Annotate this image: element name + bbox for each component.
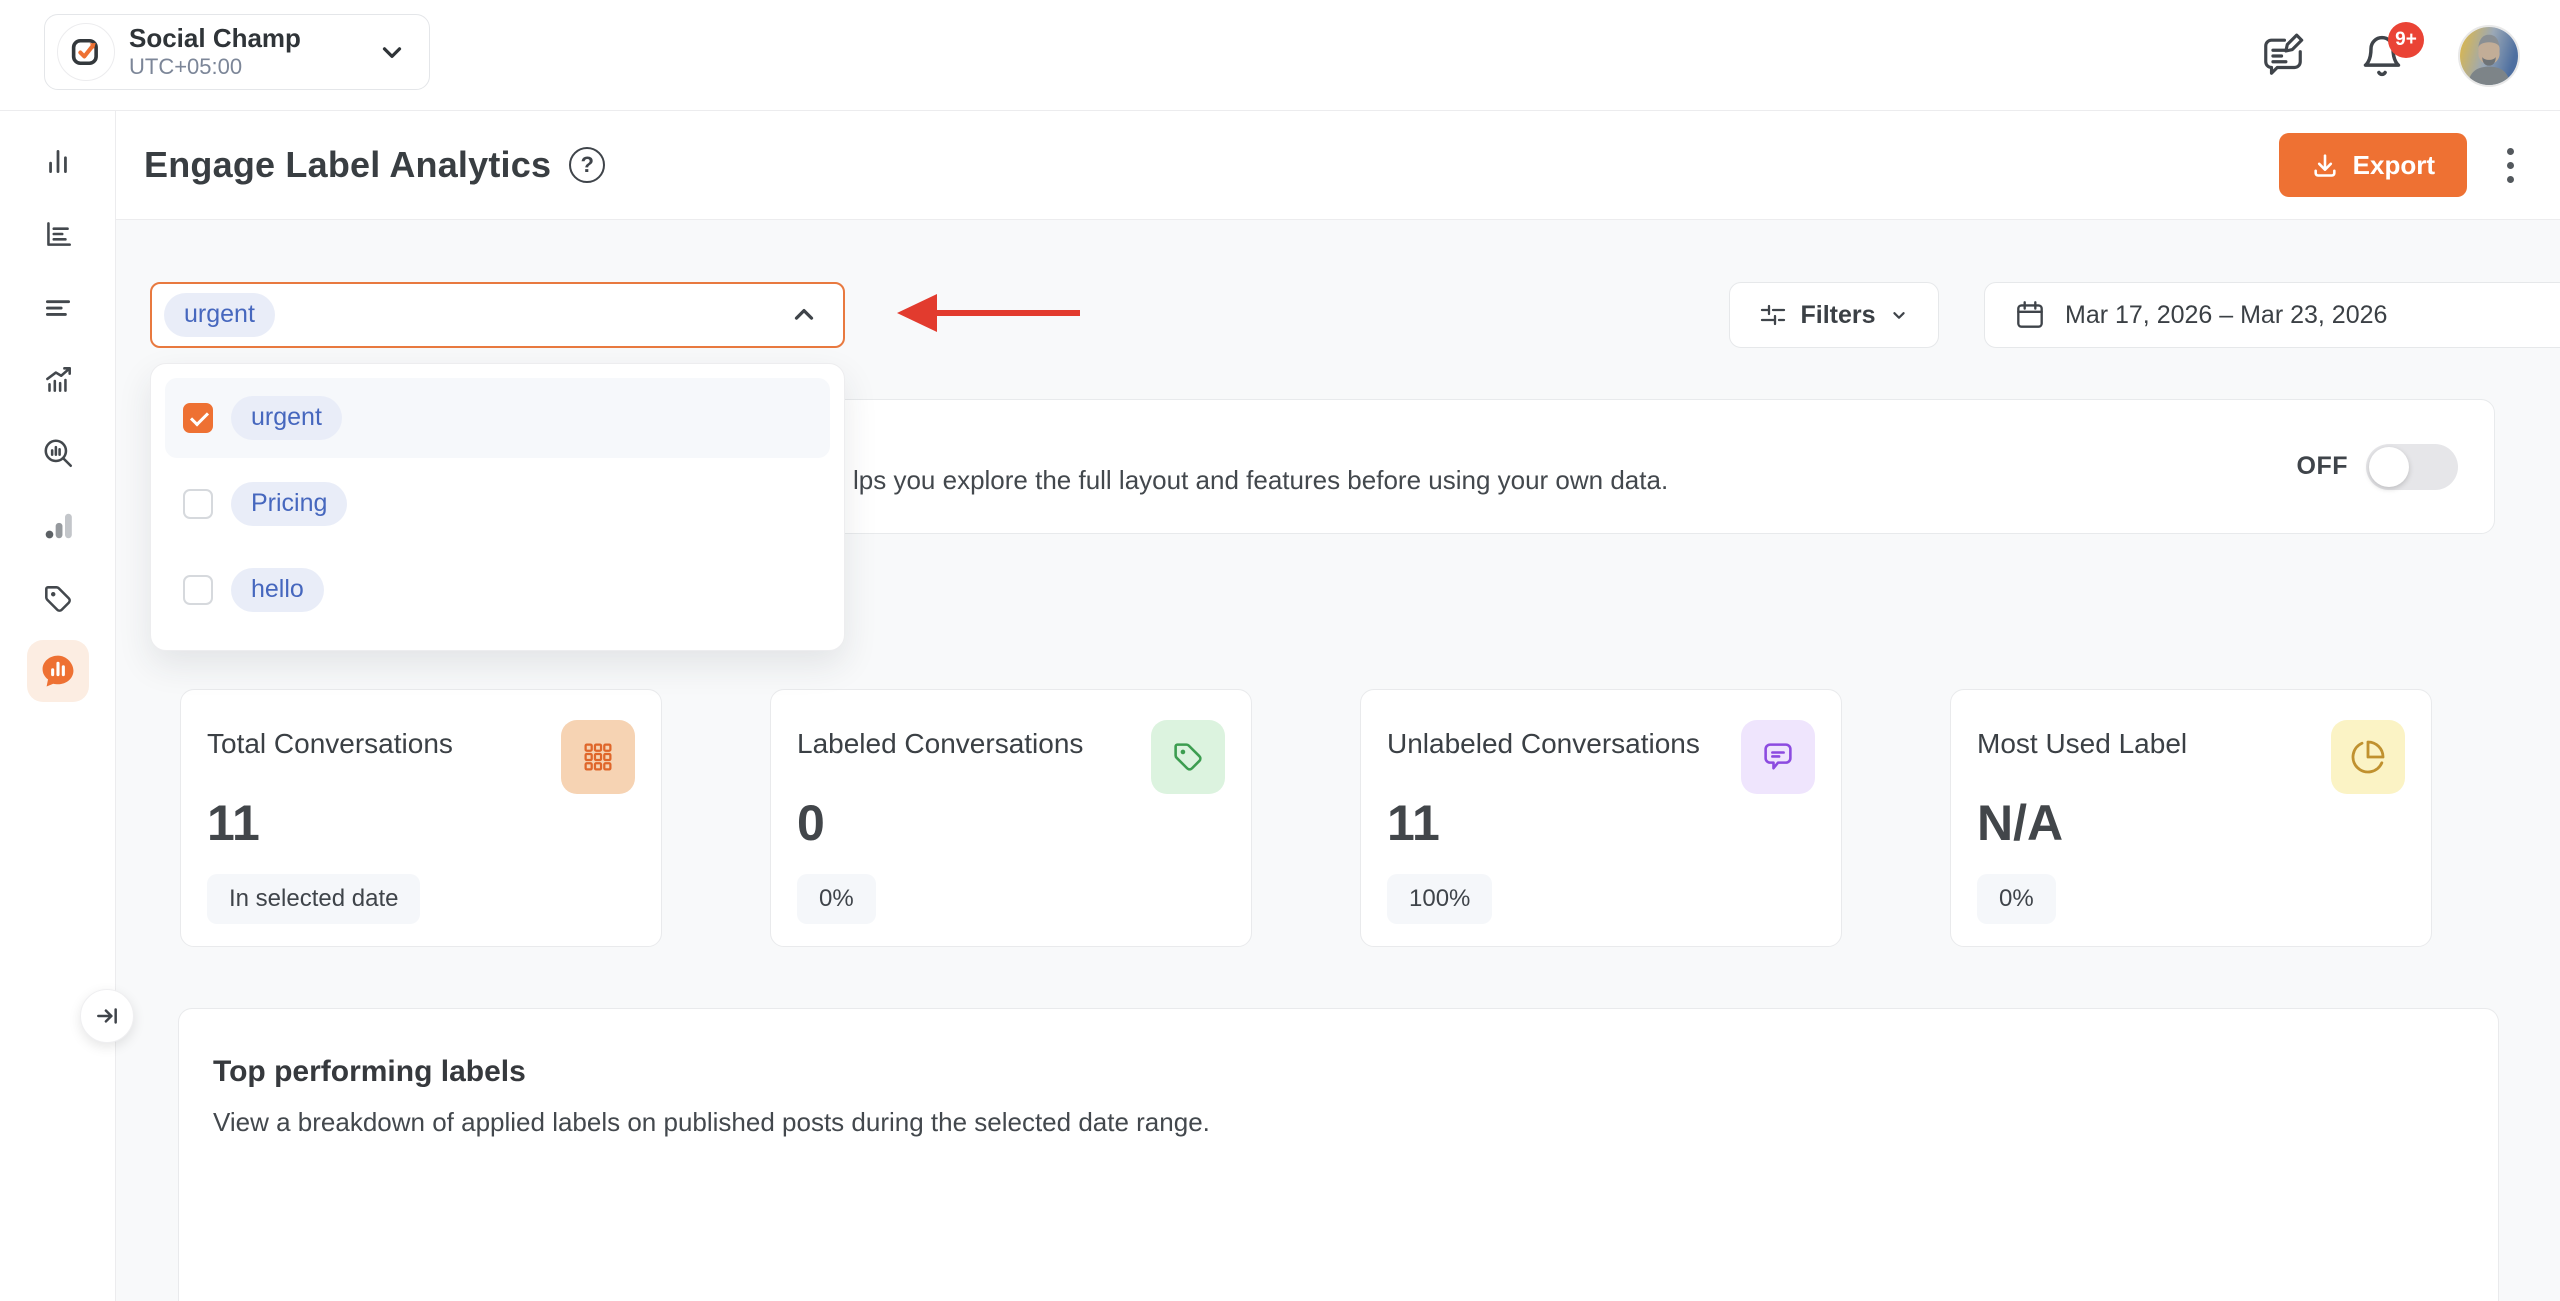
stat-card-unlabeled-conversations: Unlabeled Conversations 11 100% xyxy=(1360,689,1842,947)
workspace-timezone: UTC+05:00 xyxy=(129,53,243,79)
topbar: Social Champ UTC+05:00 9+ xyxy=(0,0,2560,111)
stat-card-labeled-conversations: Labeled Conversations 0 0% xyxy=(770,689,1252,947)
stat-title: Unlabeled Conversations xyxy=(1387,728,1700,759)
workspace-selector[interactable]: Social Champ UTC+05:00 xyxy=(44,14,430,90)
sidebar-item-overview-bar-chart-icon[interactable] xyxy=(41,144,75,178)
export-button[interactable]: Export xyxy=(2278,133,2467,197)
stat-value: 0 xyxy=(797,795,825,851)
sidebar-item-engage-analytics-active[interactable] xyxy=(26,640,89,702)
topbar-actions: 9+ xyxy=(2260,0,2520,111)
sidebar-item-google-analytics-icon[interactable] xyxy=(41,509,75,543)
section-description: View a breakdown of applied labels on pu… xyxy=(213,1107,1210,1137)
sidebar-item-trend-icon[interactable] xyxy=(41,363,75,397)
stat-badge: 100% xyxy=(1387,874,1493,924)
stat-card-most-used-label: Most Used Label N/A 0% xyxy=(1950,689,2432,947)
chevron-down-icon xyxy=(377,37,407,67)
chevron-up-icon xyxy=(789,300,819,330)
sliders-icon xyxy=(1761,304,1786,326)
top-performing-labels-card: Top performing labels View a breakdown o… xyxy=(178,1008,2499,1301)
annotation-arrow-icon xyxy=(897,294,1080,332)
stats-row: Total Conversations 11 In selected date … xyxy=(180,689,2432,947)
notification-badge: 9+ xyxy=(2388,21,2424,58)
label-dropdown-menu: urgent Pricing hello xyxy=(150,363,845,651)
stat-badge: 0% xyxy=(1977,874,2056,924)
chat-bubble-icon xyxy=(1741,720,1815,794)
label-option-hello[interactable]: hello xyxy=(165,550,830,630)
stat-badge: 0% xyxy=(797,874,876,924)
page-header: Engage Label Analytics ? Export xyxy=(116,111,2560,220)
label-chip: Pricing xyxy=(231,482,348,526)
kebab-menu-icon[interactable] xyxy=(2501,142,2520,189)
stat-value: 11 xyxy=(1387,795,1440,851)
sidebar-expand-icon[interactable] xyxy=(80,989,134,1043)
checkbox-checked-icon[interactable] xyxy=(183,403,213,433)
date-range-label: Mar 17, 2026 – Mar 23, 2026 xyxy=(2065,300,2388,329)
page-title: Engage Label Analytics xyxy=(144,144,552,185)
toggle-off-label: OFF xyxy=(2296,452,2348,480)
tag-icon xyxy=(1151,720,1225,794)
workspace-name: Social Champ xyxy=(129,22,301,53)
compose-message-icon[interactable] xyxy=(2260,33,2306,79)
checkbox-unchecked-icon[interactable] xyxy=(183,575,213,605)
sidebar-item-chart-axis-icon[interactable] xyxy=(41,217,75,251)
stat-title: Most Used Label xyxy=(1977,728,2188,759)
section-title: Top performing labels xyxy=(213,1055,526,1088)
grid-icon xyxy=(561,720,635,794)
stat-card-total-conversations: Total Conversations 11 In selected date xyxy=(180,689,662,947)
stat-title: Labeled Conversations xyxy=(797,728,1084,759)
calendar-icon xyxy=(2017,301,2043,328)
page-content: lps you explore the full layout and feat… xyxy=(116,220,2560,1301)
sidebar-item-lines-icon[interactable] xyxy=(41,290,75,324)
help-icon[interactable]: ? xyxy=(569,147,606,183)
label-option-urgent[interactable]: urgent xyxy=(165,378,830,458)
sidebar-item-tag-icon[interactable] xyxy=(41,582,75,616)
label-option-pricing[interactable]: Pricing xyxy=(165,464,830,544)
chevron-down-icon xyxy=(1892,312,1905,319)
social-champ-logo-icon xyxy=(57,23,115,81)
stat-title: Total Conversations xyxy=(207,728,453,759)
user-avatar[interactable] xyxy=(2458,24,2520,87)
pie-chart-icon xyxy=(2331,720,2405,794)
download-icon xyxy=(2314,154,2336,177)
checkbox-unchecked-icon[interactable] xyxy=(183,489,213,519)
label-chip: hello xyxy=(231,568,324,612)
banner-text: lps you explore the full layout and feat… xyxy=(853,465,1669,495)
date-range-picker[interactable]: Mar 17, 2026 – Mar 23, 2026 xyxy=(1984,282,2560,348)
notifications-bell-icon[interactable]: 9+ xyxy=(2360,21,2424,78)
selected-label-chip: urgent xyxy=(164,293,275,337)
sidebar xyxy=(0,111,116,1301)
sidebar-item-search-analytics-icon[interactable] xyxy=(41,436,75,470)
filters-button[interactable]: Filters xyxy=(1729,282,1939,348)
label-chip: urgent xyxy=(231,396,342,440)
export-label: Export xyxy=(2352,149,2435,180)
filters-label: Filters xyxy=(1800,300,1876,329)
label-select-input[interactable]: urgent xyxy=(150,282,845,348)
main-area: Engage Label Analytics ? Export lps you … xyxy=(116,111,2560,1301)
stat-badge: In selected date xyxy=(207,874,421,924)
stat-value: 11 xyxy=(207,795,260,851)
sample-data-toggle[interactable] xyxy=(2366,443,2458,490)
toggle-knob xyxy=(2369,446,2409,487)
stat-value: N/A xyxy=(1977,795,2064,851)
